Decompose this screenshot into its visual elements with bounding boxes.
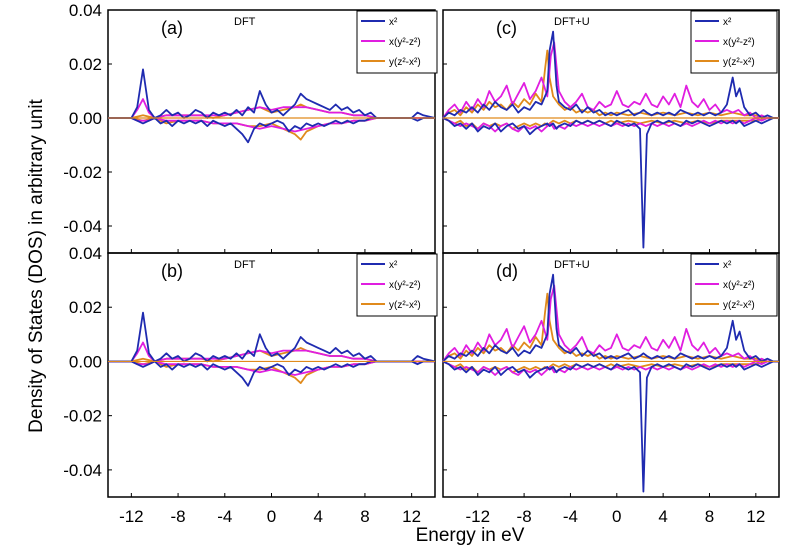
panel-a: (a) DFT x² x(y²-z²) y(z²-x²) [107,9,438,254]
panel-b: (b) DFT x² x(y²-z²) y(z²-x²) [107,252,438,498]
series-xy-spin-up-line [442,284,779,363]
legend-label-xy: x(y²-z²) [723,280,755,291]
series-x2-spin-down-line [442,360,779,493]
x-tick-label: -12 [465,507,490,526]
panels-group: (a) DFT x² x(y²-z²) y(z²-x²) (c) DFT+U x² x(y²-z… [107,9,780,498]
y-tick-label: 0.02 [69,55,102,74]
legend-label-x2: x² [389,260,398,271]
series-x2-spin-up-line [442,30,779,119]
x-tick-label: 4 [658,507,667,526]
series-x2-spin-down-line [442,117,779,249]
x-tick-label: 0 [612,507,621,526]
x-tick-label: 8 [705,507,714,526]
panel-label: (a) [161,18,183,38]
legend: x² x(y²-z²) y(z²-x²) [356,253,438,317]
y-tick-label: -0.02 [63,407,102,426]
y-tick-label: 0.04 [69,1,102,20]
series-x2-spin-down-line [108,360,435,387]
x-tick-label: 8 [360,507,369,526]
x-tick-label: 4 [313,507,322,526]
x-tick-label: -8 [171,507,186,526]
legend-label-x2: x² [723,17,732,28]
legend-label-x2: x² [723,260,732,271]
panel-c: (c) DFT+U x² x(y²-z²) y(z²-x²) [442,9,780,254]
y-tick-labels: 0.04 0.02 0.00 -0.02 -0.04 0.04 0.02 0.00 -0.02 -… [63,1,102,480]
legend-label-xy: x(y²-z²) [389,37,421,48]
legend: x² x(y²-z²) y(z²-x²) [690,253,778,317]
panel-d-frame [442,252,780,498]
legend: x² x(y²-z²) y(z²-x²) [690,10,778,74]
legend-label-yz: y(z²-x²) [723,57,755,68]
x-tick-label: -8 [517,507,532,526]
x-tick-label: -12 [119,507,144,526]
y-tick-label: 0.00 [69,109,102,128]
y-axis-title: Density of States (DOS) in arbitrary uni… [26,98,47,432]
series-xy-spin-up-line [108,341,435,363]
panel-d: (d) DFT+U x² x(y²-z²) y(z²-x²) [442,252,780,498]
method-label: DFT+U [554,259,590,271]
legend-label-yz: y(z²-x²) [389,57,421,68]
x-axis-title: Energy in eV [416,525,525,546]
x-tick-label: -4 [217,507,232,526]
y-tick-label: -0.02 [63,163,102,182]
legend-label-yz: y(z²-x²) [723,300,755,311]
y-tick-label: 0.04 [69,244,102,263]
series-xy-spin-up-line [108,98,435,119]
x-tick-label: 12 [402,507,421,526]
legend-label-xy: x(y²-z²) [389,280,421,291]
y-tick-label: 0.02 [69,298,102,317]
x-tick-label: -4 [563,507,578,526]
panel-label: (d) [496,261,518,281]
series-x2-spin-up-line [108,311,436,363]
series-xy-spin-up-line [442,41,779,119]
y-tick-label: -0.04 [63,217,102,236]
series-x2-spin-up-line [108,68,436,119]
x-tick-label: 0 [267,507,276,526]
panel-label: (c) [496,18,517,38]
method-label: DFT [234,259,256,271]
y-tick-label: 0.00 [69,352,102,371]
panel-label: (b) [161,261,183,281]
legend-label-yz: y(z²-x²) [389,300,421,311]
x-tick-labels: -12 -8 -4 0 4 8 12 -12 -8 -4 0 4 8 12 [119,507,765,526]
method-label: DFT [234,16,256,28]
legend: x² x(y²-z²) y(z²-x²) [356,10,438,74]
series-x2-spin-up-line [442,273,779,363]
series-x2-spin-down-line [108,117,435,144]
method-label: DFT+U [554,16,590,28]
legend-label-xy: x(y²-z²) [723,37,755,48]
y-tick-label: -0.04 [63,461,102,480]
x-tick-label: 12 [746,507,765,526]
legend-label-x2: x² [389,17,398,28]
